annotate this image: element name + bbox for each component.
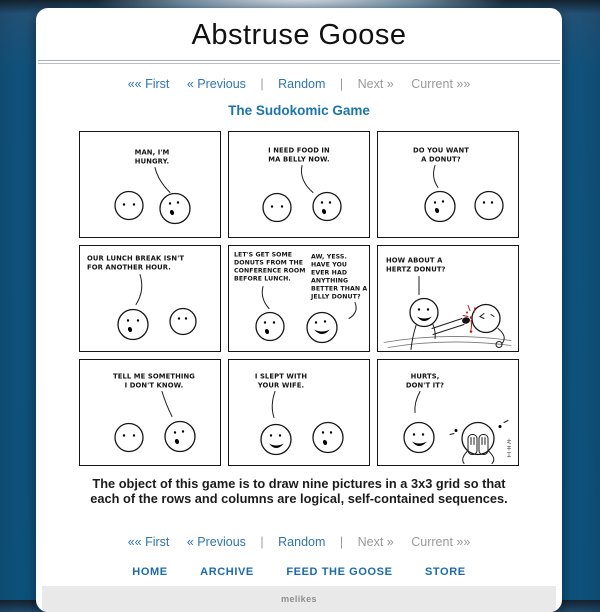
nav-previous-link[interactable]: « Previous: [186, 77, 246, 91]
header-divider: [38, 60, 560, 64]
character-speaker: [117, 308, 149, 341]
speech-pointer: [261, 286, 270, 309]
speech-text: I DON'T KNOW.: [125, 382, 184, 390]
character-punched: [471, 303, 505, 348]
speech-text: DON'T IT?: [406, 382, 444, 390]
comic-panel-6: HOW ABOUT A HERTZ DONUT?: [377, 245, 519, 352]
nav-separator: |: [260, 77, 264, 91]
motion-line: [387, 341, 512, 348]
comic-panel-9: HURTS, DON'T IT?: [377, 359, 519, 466]
comic-panel-5: LET'S GET SOME DONUTS FROM THE CONFERENC…: [228, 245, 370, 352]
character-shocked: [312, 421, 344, 454]
speech-text: FOR ANOTHER HOUR.: [87, 264, 171, 272]
speech-text: CONFERENCE ROOM: [234, 268, 305, 275]
motion-line: [383, 336, 512, 343]
nav-current-disabled: Current »»: [411, 77, 471, 91]
speech-text: ANYTHING: [311, 278, 348, 285]
character-speaker: [424, 190, 456, 223]
speech-text: MA BELLY NOW.: [268, 156, 329, 164]
character-listener: [474, 190, 504, 221]
nav-current-disabled: Current »»: [411, 535, 471, 549]
comic-title: The Sudokomic Game: [228, 103, 370, 118]
footer-note: melikes: [281, 594, 317, 604]
footer-archive-link[interactable]: ARCHIVE: [200, 566, 254, 578]
artist-signature: [506, 438, 512, 458]
top-navigation: «« First « Previous | Random | Next » Cu…: [36, 77, 562, 91]
comic-panel-7: TELL ME SOMETHING I DON'T KNOW.: [79, 359, 221, 466]
nav-random-link[interactable]: Random: [278, 535, 326, 549]
speech-text: A DONUT?: [421, 156, 461, 164]
bottom-navigation: «« First « Previous | Random | Next » Cu…: [36, 535, 562, 549]
comic-panel-4: OUR LUNCH BREAK ISN'T FOR ANOTHER HOUR.: [79, 245, 221, 352]
footer-store-link[interactable]: STORE: [424, 566, 466, 578]
character-smiling-speaker: [403, 421, 435, 454]
footer-feed-the-goose-link[interactable]: FEED THE GOOSE: [286, 566, 393, 578]
character-puncher: [409, 297, 470, 350]
nav-random-link[interactable]: Random: [278, 77, 326, 91]
speech-text: I SLEPT WITH: [255, 373, 308, 381]
footer-links: HOME ARCHIVE FEED THE GOOSE STORE: [36, 562, 562, 580]
comic-grid: MAN, I'M HUNGRY. I NEED FOOD IN MA BELLY…: [79, 131, 519, 466]
nav-next-disabled: Next »: [357, 535, 394, 549]
speech-text: DONUTS FROM THE: [234, 260, 303, 267]
comic-panel-2: I NEED FOOD IN MA BELLY NOW.: [228, 131, 370, 238]
character-speaker: [159, 192, 191, 225]
speech-text: DO YOU WANT: [413, 147, 469, 155]
character-speaker: [255, 311, 285, 342]
speech-text: AW, YESS.: [311, 254, 347, 261]
speech-text: TELL ME SOMETHING: [113, 373, 195, 381]
nav-next-disabled: Next »: [357, 77, 394, 91]
character-smiling-speaker: [260, 423, 292, 456]
speech-text: YOUR WIFE.: [257, 382, 304, 390]
nav-separator: |: [260, 535, 264, 549]
page-card: Abstruse Goose «« First « Previous | Ran…: [36, 8, 562, 612]
speech-text: LET'S GET SOME: [234, 252, 292, 259]
character-smiling: [306, 311, 338, 344]
comic-panel-3: DO YOU WANT A DONUT?: [377, 131, 519, 238]
speech-text: HERTZ DONUT?: [386, 266, 446, 274]
character-speaker: [312, 191, 342, 222]
comic-panel-8: I SLEPT WITH YOUR WIFE.: [228, 359, 370, 466]
character-speaker: [164, 420, 196, 453]
speech-text: MAN, I'M: [135, 149, 170, 157]
footer-note-bar: melikes: [42, 586, 556, 612]
speech-text: I NEED FOOD IN: [268, 147, 330, 155]
speech-text: BEFORE LUNCH.: [234, 276, 291, 283]
speech-pointer: [433, 165, 439, 188]
speech-pointer: [135, 274, 143, 305]
character-listener: [262, 192, 292, 223]
speech-text: BETTER THAN A: [311, 286, 367, 293]
speech-pointer: [301, 165, 314, 193]
comic-panel-1: MAN, I'M HUNGRY.: [79, 131, 221, 238]
speech-pointer: [348, 302, 357, 319]
speech-pointer: [161, 391, 173, 417]
speech-text: OUR LUNCH BREAK ISN'T: [87, 255, 184, 263]
site-title: Abstruse Goose: [191, 19, 407, 51]
blood-splatter: [462, 305, 476, 333]
tears: [449, 420, 509, 435]
speech-pointer: [414, 391, 421, 413]
nav-first-link[interactable]: «« First: [127, 535, 170, 549]
speech-pointer: [154, 167, 171, 193]
character-listener: [114, 422, 144, 453]
comic-caption: The object of this game is to draw nine …: [90, 476, 508, 506]
nav-separator: |: [339, 535, 344, 549]
character-crying: [461, 421, 495, 464]
speech-text: JELLY DONUT?: [310, 294, 361, 301]
speech-text: HOW ABOUT A: [386, 257, 443, 265]
nav-separator: |: [339, 77, 344, 91]
speech-text: EVER HAD: [311, 270, 347, 277]
character-listener: [114, 190, 144, 221]
speech-text: HUNGRY.: [135, 158, 169, 166]
nav-first-link[interactable]: «« First: [127, 77, 170, 91]
speech-text: HAVE YOU: [311, 262, 347, 269]
footer-home-link[interactable]: HOME: [132, 566, 168, 578]
character-listener: [169, 307, 197, 336]
nav-previous-link[interactable]: « Previous: [186, 535, 246, 549]
speech-text: HURTS,: [411, 373, 440, 381]
speech-pointer: [271, 391, 276, 418]
